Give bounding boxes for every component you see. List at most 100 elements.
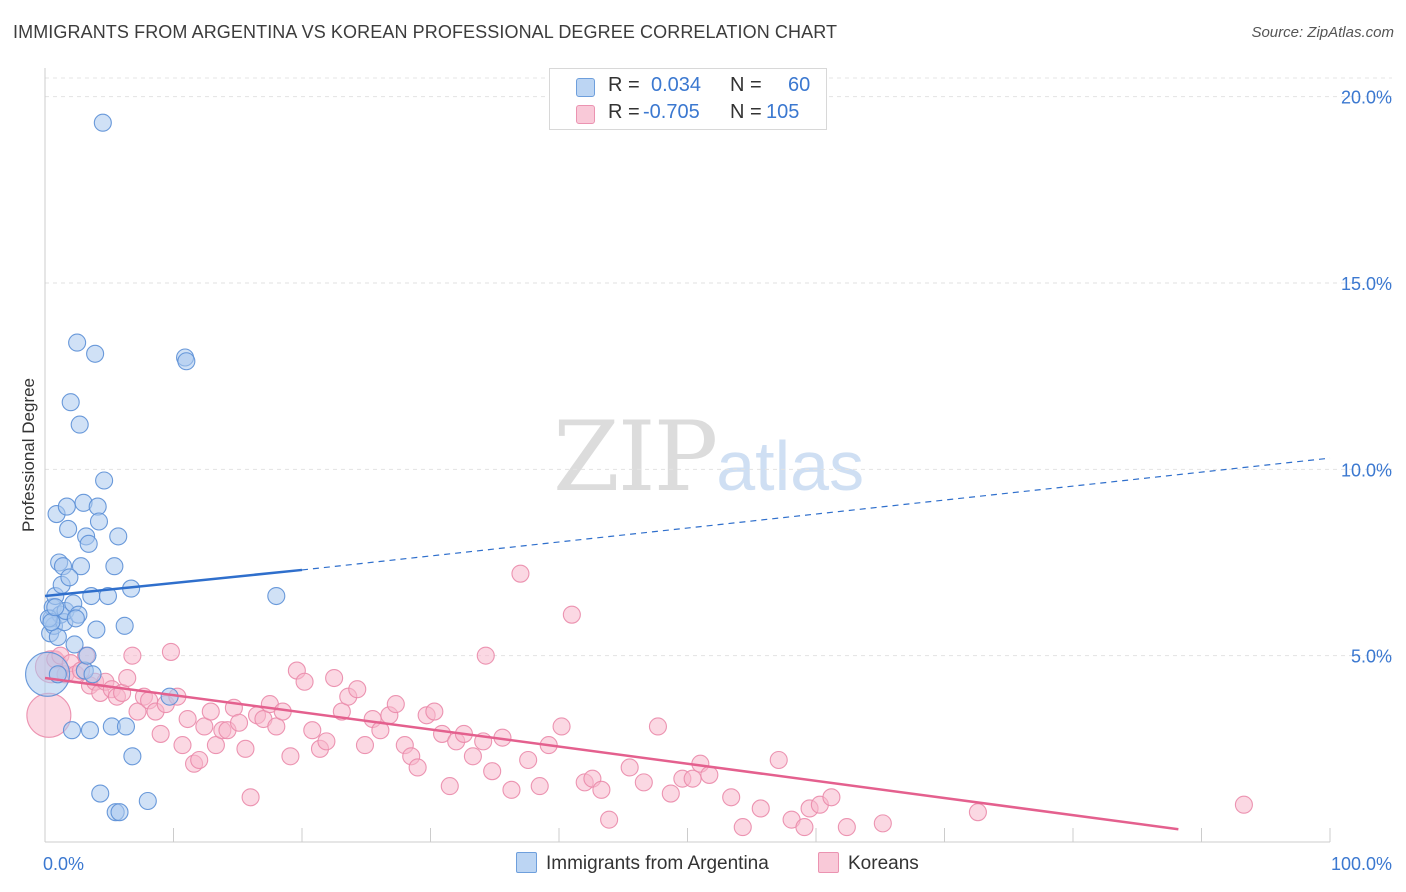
point-korean xyxy=(502,780,521,799)
bottom-legend-argentina: Immigrants from Argentina xyxy=(516,852,769,875)
point-korean xyxy=(837,818,856,837)
trend-line-argentina-dashed xyxy=(301,457,1331,571)
point-argentina xyxy=(98,586,118,606)
point-korean xyxy=(552,717,571,736)
point-korean xyxy=(733,818,752,837)
point-argentina xyxy=(86,344,105,363)
point-korean xyxy=(795,818,814,837)
point-korean xyxy=(195,717,214,736)
legend-n-value: 60 xyxy=(788,74,811,96)
bottom-legend-swatch-pink xyxy=(818,852,839,873)
point-korean xyxy=(769,750,788,770)
point-korean xyxy=(178,709,197,729)
point-argentina xyxy=(61,393,80,412)
legend-row-argentina: R = 0.034 N = 60 xyxy=(550,74,826,101)
point-korean xyxy=(267,717,286,736)
point-argentina xyxy=(267,586,286,606)
point-argentina xyxy=(115,616,134,635)
point-korean xyxy=(241,788,260,807)
point-argentina xyxy=(65,635,84,654)
legend-r-value: 0.034 xyxy=(651,74,702,96)
point-korean xyxy=(519,750,538,770)
point-korean xyxy=(440,777,459,796)
scatter-points xyxy=(25,113,1253,837)
point-argentina xyxy=(89,512,109,531)
x-tick-label: 0.0% xyxy=(43,854,84,874)
point-korean xyxy=(530,777,549,796)
point-korean xyxy=(511,564,530,583)
point-korean xyxy=(128,702,147,721)
x-tick-label: 100.0% xyxy=(1331,854,1392,874)
point-korean xyxy=(236,739,255,758)
legend-r-label: R = xyxy=(608,101,640,123)
legend-r-value: -0.705 xyxy=(643,101,700,123)
point-korean xyxy=(325,668,344,688)
point-argentina xyxy=(25,651,71,697)
point-argentina xyxy=(48,627,67,647)
point-argentina xyxy=(95,471,114,490)
point-korean xyxy=(201,702,220,721)
point-argentina xyxy=(87,620,106,639)
point-argentina xyxy=(57,497,76,516)
point-korean xyxy=(355,736,375,755)
watermark-zip: ZIP xyxy=(553,401,718,513)
point-argentina xyxy=(70,415,89,434)
trend-lines xyxy=(44,457,1331,831)
point-korean xyxy=(425,702,444,721)
point-korean xyxy=(620,758,639,777)
point-argentina xyxy=(66,609,85,628)
point-korean xyxy=(206,736,225,755)
point-korean xyxy=(123,646,142,665)
point-korean xyxy=(151,724,170,743)
legend-swatch-blue xyxy=(576,78,595,97)
point-argentina xyxy=(177,352,196,371)
point-korean xyxy=(295,672,314,691)
watermark: ZIPatlas xyxy=(553,401,864,513)
point-argentina xyxy=(105,557,124,576)
point-argentina xyxy=(116,717,136,736)
point-argentina xyxy=(93,113,112,132)
point-argentina xyxy=(60,568,79,587)
y-tick-label: 5.0% xyxy=(1351,647,1392,667)
grid-lines xyxy=(45,77,1392,657)
point-korean xyxy=(592,780,611,799)
point-korean xyxy=(303,721,322,740)
point-argentina xyxy=(123,747,142,766)
point-argentina xyxy=(78,646,97,665)
point-argentina xyxy=(109,527,128,546)
chart-title: IMMIGRANTS FROM ARGENTINA VS KOREAN PROF… xyxy=(13,22,838,42)
legend-n-value: 105 xyxy=(766,101,800,123)
y-tick-label: 10.0% xyxy=(1341,460,1392,480)
point-argentina xyxy=(71,557,91,576)
point-korean xyxy=(648,717,667,736)
y-tick-label: 15.0% xyxy=(1341,274,1392,294)
point-korean xyxy=(562,605,581,624)
point-korean xyxy=(968,803,987,822)
correlation-legend: R = 0.034 N = 60 R = -0.705 N = 105 xyxy=(549,68,827,130)
point-argentina xyxy=(80,721,100,740)
bottom-legend-label-argentina: Immigrants from Argentina xyxy=(546,853,769,874)
point-korean xyxy=(173,736,192,755)
legend-row-koreans: R = -0.705 N = 105 xyxy=(550,101,826,128)
point-argentina xyxy=(62,721,82,740)
point-argentina xyxy=(91,784,110,803)
legend-n-label: N = xyxy=(730,74,762,96)
point-korean xyxy=(634,773,653,792)
point-korean xyxy=(700,765,719,784)
legend-swatch-pink xyxy=(576,105,595,124)
point-korean xyxy=(483,762,502,781)
bottom-legend-label-koreans: Koreans xyxy=(848,853,919,874)
point-korean xyxy=(822,788,841,807)
point-argentina xyxy=(68,333,87,352)
point-argentina xyxy=(138,791,157,811)
tick-labels: 5.0% 10.0% 15.0% 20.0% 0.0% 100.0% xyxy=(43,88,1392,874)
point-argentina xyxy=(83,665,102,684)
point-argentina xyxy=(79,534,98,553)
point-korean xyxy=(1234,795,1253,814)
point-korean xyxy=(118,668,137,688)
point-argentina xyxy=(42,613,61,632)
watermark-atlas: atlas xyxy=(716,427,865,505)
point-korean xyxy=(600,810,619,829)
legend-r-label: R = xyxy=(608,74,640,96)
